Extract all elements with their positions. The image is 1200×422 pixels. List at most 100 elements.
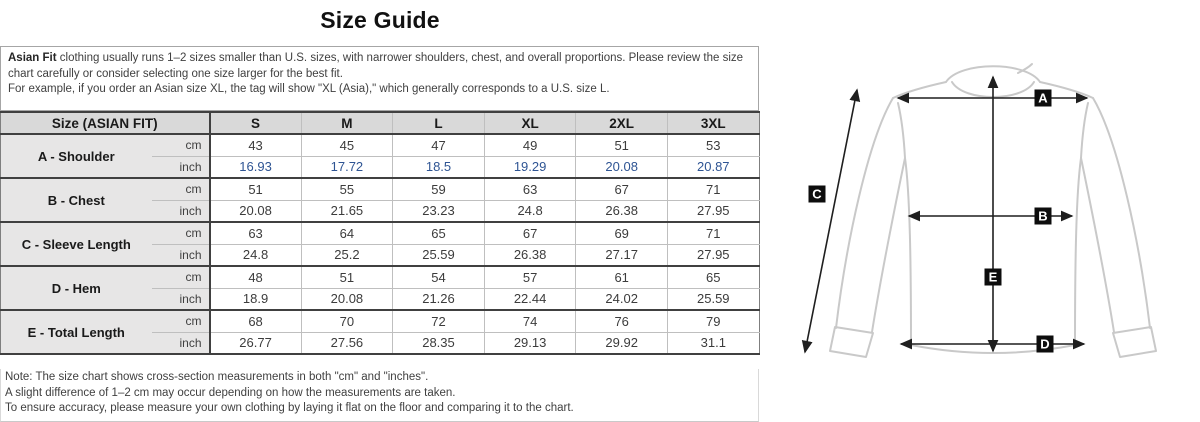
size-value-cm: 47	[392, 133, 485, 156]
size-value-cm: 61	[575, 265, 668, 288]
left-cuff	[829, 326, 874, 358]
size-value-cm: 65	[667, 265, 760, 288]
size-value-cm: 59	[392, 177, 485, 200]
table-row-inch: inch 24.8 25.2 25.59 26.38 27.17 27.95	[1, 243, 760, 266]
size-value-inch: 20.08	[209, 199, 302, 222]
left-shoulder-line	[892, 81, 947, 99]
badge-d-letter: D	[1040, 337, 1049, 352]
collar-fold	[1017, 63, 1033, 74]
table-row-inch: inch 20.08 21.65 23.23 24.8 26.38 27.95	[1, 199, 760, 222]
size-value-cm: 67	[484, 221, 577, 244]
size-value-inch: 26.38	[575, 199, 668, 222]
right-shoulder-line	[1039, 81, 1094, 99]
size-value-inch: 21.26	[392, 287, 485, 310]
size-value-inch: 27.17	[575, 243, 668, 266]
measure-arrow-c-sleeve	[801, 88, 861, 354]
badge-a-letter: A	[1038, 91, 1048, 106]
size-value-inch: 31.1	[667, 331, 760, 354]
size-value-inch: 27.95	[667, 199, 760, 222]
table-header-row: Size (ASIAN FIT) S M L XL 2XL 3XL	[0, 112, 760, 135]
size-value-inch: 17.72	[301, 155, 394, 178]
size-value-cm: 54	[392, 265, 485, 288]
size-value-cm: 67	[575, 177, 668, 200]
size-value-inch: 23.23	[392, 199, 485, 222]
unit-inch-cell: inch	[151, 155, 211, 178]
size-value-inch: 26.38	[484, 243, 577, 266]
left-body-side	[904, 157, 912, 346]
size-chart-table: Size (ASIAN FIT) S M L XL 2XL 3XL A - Sh…	[0, 111, 760, 355]
size-value-inch: 26.77	[209, 331, 302, 354]
table-row-inch: inch 26.77 27.56 28.35 29.13 29.92 31.1	[1, 331, 760, 354]
right-sleeve-seam	[1080, 102, 1089, 159]
size-value-cm: 43	[209, 133, 302, 156]
size-value-inch: 18.9	[209, 287, 302, 310]
note-line-3: To ensure accuracy, please measure your …	[5, 402, 574, 414]
size-value-inch: 27.56	[301, 331, 394, 354]
badge-a	[1034, 89, 1052, 107]
intro-box: Asian Fit clothing usually runs 1–2 size…	[0, 46, 759, 111]
right-cuff	[1112, 326, 1157, 358]
table-row-cm: A - Shoulder cm 43 45 47 49 51 53	[0, 133, 760, 178]
badge-e	[984, 268, 1002, 286]
header-size-s: S	[209, 112, 302, 135]
size-value-cm: 55	[301, 177, 394, 200]
right-body-side	[1074, 157, 1082, 346]
unit-inch-cell: inch	[151, 331, 211, 354]
measurement-label: C - Sleeve Length	[0, 221, 152, 266]
intro-line1: clothing usually runs 1–2 sizes smaller …	[8, 52, 744, 80]
header-size-fit-label: Size (ASIAN FIT)	[0, 112, 211, 135]
unit-cm-cell: cm	[151, 265, 211, 288]
header-size-l: L	[392, 112, 485, 135]
size-value-inch: 21.65	[301, 199, 394, 222]
size-value-inch: 16.93	[209, 155, 302, 178]
size-value-cm: 45	[301, 133, 394, 156]
note-line-1: Note: The size chart shows cross-section…	[5, 371, 429, 383]
size-table-body: A - Shoulder cm 43 45 47 49 51 53 inch 16.93 17.72…	[0, 133, 760, 354]
size-value-cm: 51	[301, 265, 394, 288]
badge-c	[808, 185, 826, 203]
size-value-inch: 24.8	[484, 199, 577, 222]
badge-b	[1034, 207, 1052, 225]
collar-outer	[945, 65, 1041, 83]
table-row-cm: B - Chest cm 51 55 59 63 67 71	[0, 177, 760, 222]
size-value-inch: 20.87	[667, 155, 760, 178]
unit-cm-cell: cm	[151, 177, 211, 200]
badge-d	[1036, 335, 1054, 353]
measurement-label: A - Shoulder	[0, 133, 152, 178]
size-value-cm: 74	[484, 309, 577, 332]
size-value-cm: 64	[301, 221, 394, 244]
size-value-cm: 51	[575, 133, 668, 156]
measurement-badges: A B C D E	[808, 89, 1054, 353]
table-row-cm: D - Hem cm 48 51 54 57 61 65	[0, 265, 760, 310]
right-sleeve-outer	[1092, 97, 1151, 329]
left-sleeve-seam	[897, 102, 906, 159]
size-value-cm: 57	[484, 265, 577, 288]
size-value-inch: 22.44	[484, 287, 577, 310]
badge-e-letter: E	[989, 270, 998, 285]
right-sleeve-inner	[1080, 157, 1115, 333]
header-size-2xl: 2XL	[575, 112, 668, 135]
size-value-inch: 25.59	[667, 287, 760, 310]
size-value-inch: 27.95	[667, 243, 760, 266]
garment-measurement-diagram: A B C D E	[801, 63, 1157, 358]
size-value-inch: 24.02	[575, 287, 668, 310]
unit-cm-cell: cm	[151, 309, 211, 332]
size-value-cm: 51	[209, 177, 302, 200]
header-size-m: M	[301, 112, 394, 135]
size-value-inch: 25.59	[392, 243, 485, 266]
badge-c-letter: C	[812, 187, 822, 202]
unit-inch-cell: inch	[151, 199, 211, 222]
size-value-cm: 65	[392, 221, 485, 244]
size-value-inch: 18.5	[392, 155, 485, 178]
note-line-2: A slight difference of 1–2 cm may occur …	[5, 386, 456, 399]
size-value-cm: 49	[484, 133, 577, 156]
left-sleeve-inner	[871, 157, 906, 333]
table-row-cm: E - Total Length cm 68 70 72 74 76 79	[0, 309, 760, 354]
size-value-cm: 53	[667, 133, 760, 156]
unit-cm-cell: cm	[151, 133, 211, 156]
size-value-cm: 63	[209, 221, 302, 244]
measurement-label: E - Total Length	[0, 309, 152, 354]
unit-inch-cell: inch	[151, 287, 211, 310]
table-row-inch: inch 18.9 20.08 21.26 22.44 24.02 25.59	[1, 287, 760, 310]
size-value-inch: 20.08	[575, 155, 668, 178]
